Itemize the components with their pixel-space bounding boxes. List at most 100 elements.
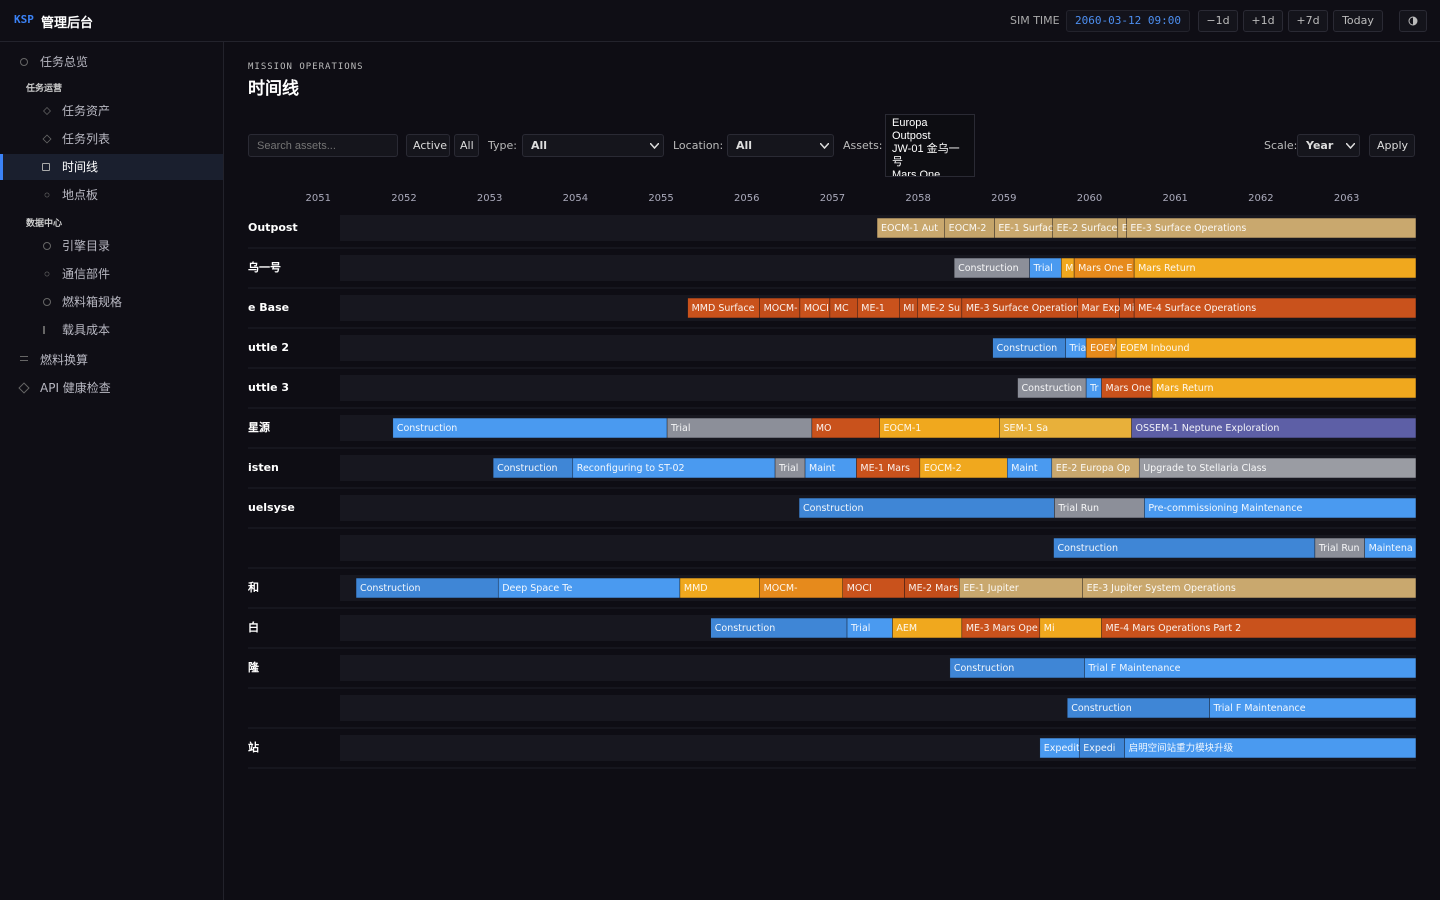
nav-item[interactable]: API 健康检查 (0, 375, 223, 401)
asset-option[interactable]: Mars One Base (892, 169, 941, 177)
segment[interactable]: EE-1 Jupiter (959, 578, 1083, 598)
segment[interactable]: Construction (710, 618, 847, 638)
segment[interactable]: Construction (355, 578, 499, 598)
plus-week[interactable]: +7d (1288, 10, 1328, 32)
segment[interactable]: Maint (805, 458, 857, 478)
segment[interactable]: EE-2 Surface (1052, 218, 1118, 238)
segment[interactable]: MC (829, 298, 858, 318)
segment[interactable]: Trial (775, 458, 806, 478)
search-input[interactable] (248, 134, 398, 157)
segment[interactable]: Expediti (1039, 738, 1083, 758)
segment[interactable]: Trial Run (1054, 498, 1145, 518)
segment[interactable]: ME-3 Mars Ope (961, 618, 1040, 638)
all-filter[interactable]: All (454, 134, 479, 157)
segment[interactable]: Mars Return (1152, 378, 1416, 398)
location-select[interactable]: All (727, 134, 834, 157)
segment[interactable]: Mar Exp (1077, 298, 1121, 318)
segment[interactable]: Mars Return (1134, 258, 1416, 278)
plus-day[interactable]: +1d (1243, 10, 1283, 32)
segment[interactable]: AEM (892, 618, 962, 638)
segment[interactable]: Mars One E (1074, 258, 1135, 278)
segment[interactable]: Trial (846, 618, 893, 638)
segment[interactable]: EE-2 Europa Op (1051, 458, 1140, 478)
segment[interactable]: Construction (992, 338, 1066, 358)
segment[interactable]: EOCM-1 Aut (876, 218, 945, 238)
segment[interactable]: Construction (1067, 698, 1210, 718)
segment[interactable]: Mars One (1101, 378, 1153, 398)
segment[interactable]: Mi (1119, 298, 1135, 318)
segment[interactable]: Mi (1039, 618, 1102, 638)
segment[interactable]: MMD Surface (687, 298, 760, 318)
segment[interactable]: Deep Space Te (498, 578, 680, 598)
active-filter[interactable]: Active (406, 134, 450, 157)
segment[interactable]: Tria (1065, 338, 1087, 358)
segment[interactable]: Tr (1086, 378, 1102, 398)
asset-option[interactable]: JW-01 金乌一号 (892, 143, 960, 168)
segment[interactable]: ME-2 Mars (904, 578, 960, 598)
nav-section[interactable]: 任务运营 (0, 81, 223, 97)
segment[interactable]: EOCM-2 (919, 458, 1008, 478)
theme-toggle[interactable] (1399, 10, 1427, 32)
segment[interactable]: EOCM-1 (879, 418, 1000, 438)
segment[interactable]: MI (899, 298, 918, 318)
segment[interactable]: EE-3 Jupiter System Operations (1082, 578, 1416, 598)
segment[interactable]: Construction (1017, 378, 1087, 398)
segment[interactable]: MMD (679, 578, 760, 598)
nav-item[interactable]: 燃料换算 (0, 347, 223, 373)
segment[interactable]: ME-1 Mars (856, 458, 920, 478)
segment[interactable]: Upgrade to Stellaria Class (1139, 458, 1416, 478)
nav-item[interactable]: 时间线 (0, 154, 223, 180)
nav-item[interactable]: 任务总览 (0, 49, 223, 75)
segment[interactable]: 启明空间站重力模块升级 (1124, 738, 1416, 758)
minus-day[interactable]: −1d (1198, 10, 1238, 32)
segment[interactable]: Construction (799, 498, 1055, 518)
segment[interactable]: MOCM- (759, 298, 800, 318)
segment[interactable]: Construction (493, 458, 573, 478)
segment[interactable]: EOEM (1086, 338, 1118, 358)
segment[interactable]: ME-3 Surface Operations (961, 298, 1084, 318)
nav-item[interactable]: 引擎目录 (0, 233, 223, 259)
scale-select[interactable]: Year (1297, 134, 1360, 157)
segment[interactable]: OSSEM-1 Neptune Exploration (1131, 418, 1416, 438)
nav-item[interactable]: 载具成本 (0, 317, 223, 343)
segment[interactable]: E (1117, 218, 1128, 238)
segment[interactable]: Mi (1061, 258, 1076, 278)
segment[interactable]: Pre-commissioning Maintenance (1144, 498, 1416, 518)
segment[interactable]: Reconfiguring to ST-02 (572, 458, 776, 478)
segment[interactable]: Construction (392, 418, 668, 438)
segment[interactable]: Trial (1029, 258, 1062, 278)
segment[interactable]: Construction (1053, 538, 1315, 558)
asset-option[interactable]: Europa Outpost (892, 117, 931, 142)
nav-section[interactable]: 数据中心 (0, 216, 223, 232)
segment[interactable]: Maint (1007, 458, 1052, 478)
segment[interactable]: ME-4 Mars Operations Part 2 (1101, 618, 1416, 638)
segment[interactable]: Expedi (1079, 738, 1125, 758)
segment[interactable]: MOCI (799, 298, 830, 318)
segment[interactable]: EOEM Inbound (1116, 338, 1416, 358)
segment[interactable]: ME-1 (857, 298, 900, 318)
segment[interactable]: Trial F Maintenance (1209, 698, 1416, 718)
segment[interactable]: Maintena (1364, 538, 1416, 558)
segment[interactable]: Construction (954, 258, 1030, 278)
segment[interactable]: MO (811, 418, 880, 438)
today[interactable]: Today (1333, 10, 1383, 32)
nav-item[interactable]: 任务列表 (0, 126, 223, 152)
segment[interactable]: Trial F Maintenance (1084, 658, 1416, 678)
segment[interactable]: EOCM-2 (944, 218, 995, 238)
segment[interactable]: ME-2 Su (917, 298, 962, 318)
segment[interactable]: MOCM- (759, 578, 843, 598)
sim-time[interactable]: 2060-03-12 09:00 (1066, 10, 1190, 32)
apply-button[interactable]: Apply (1369, 134, 1415, 157)
nav-item[interactable]: 地点板 (0, 182, 223, 208)
segment[interactable]: EE-3 Surface Operations (1126, 218, 1416, 238)
nav-item[interactable]: 通信部件 (0, 261, 223, 287)
segment[interactable]: SEM-1 Sa (999, 418, 1132, 438)
segment[interactable]: Trial (667, 418, 812, 438)
segment[interactable]: EE-1 Surface (994, 218, 1059, 238)
segment[interactable]: Construction (949, 658, 1085, 678)
segment[interactable]: ME-4 Surface Operations (1134, 298, 1416, 318)
nav-item[interactable]: 任务资产 (0, 98, 223, 124)
segment[interactable]: MOCI (842, 578, 905, 598)
type-select[interactable]: All (522, 134, 664, 157)
